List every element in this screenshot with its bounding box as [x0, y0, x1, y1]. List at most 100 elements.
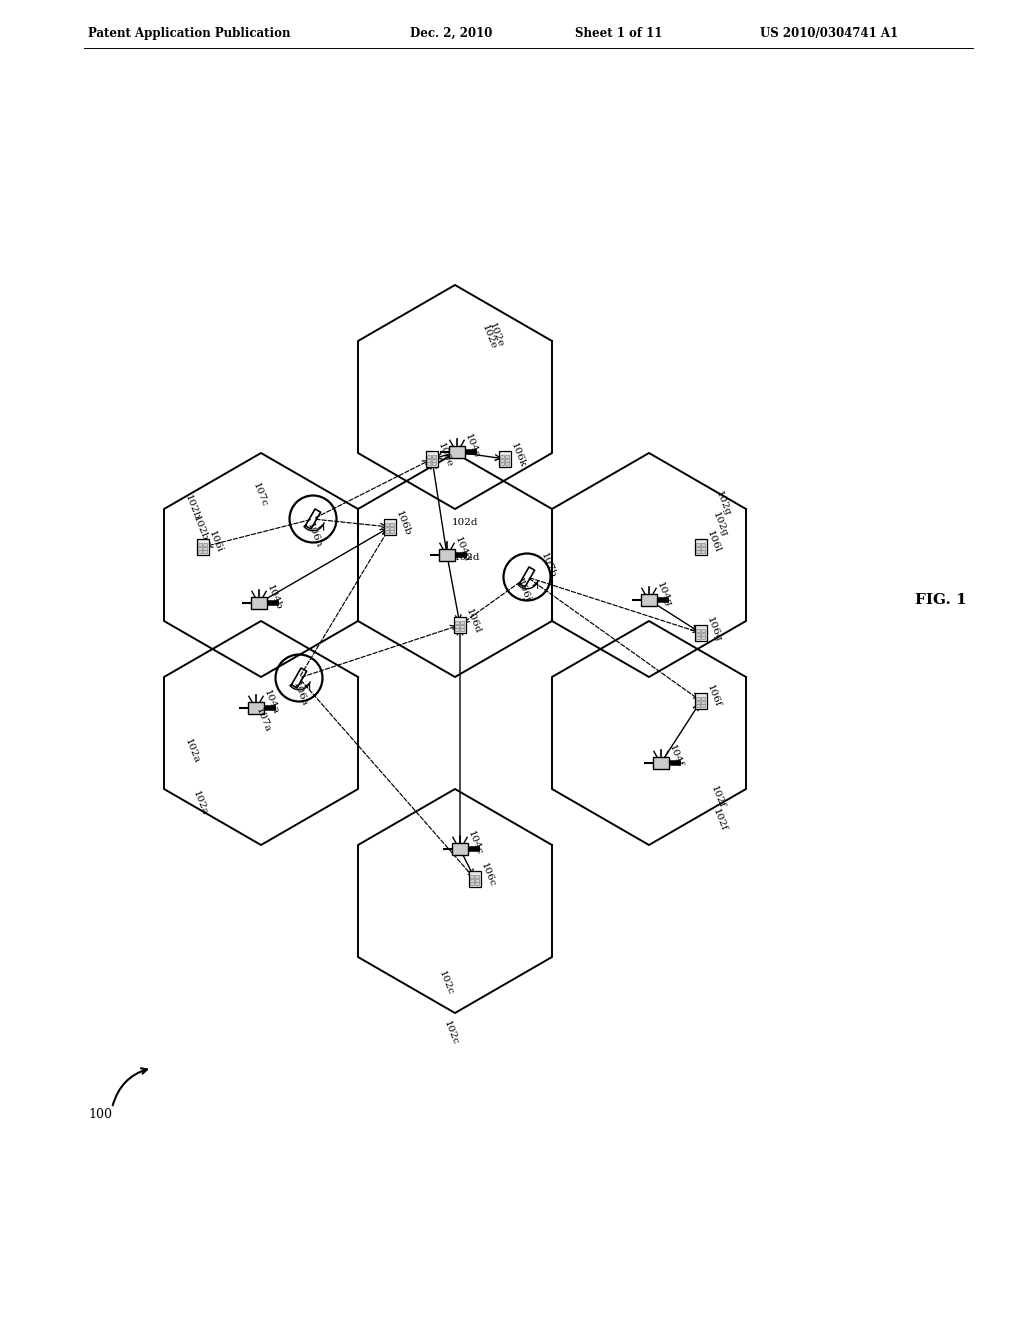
Bar [701, 550, 706, 553]
Text: 104d: 104d [453, 536, 471, 564]
Bar [198, 543, 202, 546]
Text: 102e: 102e [487, 322, 505, 348]
Text: 102f: 102f [709, 784, 726, 810]
Bar [432, 462, 436, 465]
Bar [475, 882, 479, 886]
Text: 106h: 106h [305, 521, 324, 549]
Bar [426, 451, 438, 467]
Text: 102g: 102g [714, 490, 732, 517]
Bar [500, 455, 504, 458]
Text: FIG. 1: FIG. 1 [915, 593, 967, 607]
Text: Patent Application Publication: Patent Application Publication [88, 26, 291, 40]
Bar [203, 546, 207, 549]
Bar [701, 543, 706, 546]
Bar [701, 697, 706, 700]
Bar [390, 527, 394, 529]
Bar [427, 455, 431, 458]
Bar [499, 451, 511, 467]
Bar [701, 701, 706, 704]
Bar [505, 462, 509, 465]
Bar [695, 632, 700, 635]
Bar [701, 636, 706, 639]
Bar [203, 550, 207, 553]
Bar [695, 624, 708, 642]
Bar [197, 539, 209, 556]
Bar [251, 597, 267, 609]
Bar [455, 624, 459, 627]
Text: 102a: 102a [183, 738, 201, 766]
Bar [455, 628, 459, 631]
Text: 102e: 102e [479, 323, 498, 351]
Bar [695, 701, 700, 704]
Bar [505, 458, 509, 462]
Text: 106d: 106d [464, 607, 482, 635]
Text: 102c: 102c [437, 970, 455, 997]
Bar [427, 462, 431, 465]
Text: 106f: 106f [705, 684, 722, 709]
Text: 106g: 106g [705, 615, 723, 644]
Text: 104b: 104b [265, 583, 284, 611]
Bar [475, 879, 479, 882]
Bar [390, 523, 394, 525]
Bar [438, 549, 456, 561]
Text: 100: 100 [88, 1109, 112, 1122]
Text: 102g: 102g [711, 511, 729, 539]
Bar [203, 543, 207, 546]
Bar [452, 843, 468, 855]
Bar [470, 879, 474, 882]
Bar [455, 620, 459, 624]
Text: 107a: 107a [254, 706, 272, 734]
Bar [449, 446, 466, 458]
Bar [652, 758, 670, 768]
Text: 104a: 104a [262, 689, 281, 717]
Bar [500, 462, 504, 465]
Bar [695, 546, 700, 549]
Bar [695, 636, 700, 639]
Bar [432, 455, 436, 458]
Text: 104g: 104g [655, 581, 673, 609]
Bar [500, 458, 504, 462]
Bar [384, 519, 396, 535]
Bar [695, 697, 700, 700]
Bar [701, 632, 706, 635]
Text: 107b: 107b [539, 552, 557, 579]
Text: 106b: 106b [394, 510, 413, 537]
Text: 102f: 102f [711, 808, 728, 833]
Bar [385, 531, 389, 533]
Bar [454, 616, 466, 634]
Bar [432, 458, 436, 462]
Bar [695, 543, 700, 546]
Bar [390, 531, 394, 533]
Text: 102d: 102d [452, 517, 478, 527]
Text: 106j: 106j [515, 578, 531, 603]
Text: US 2010/0304741 A1: US 2010/0304741 A1 [760, 26, 898, 40]
Text: 106c: 106c [479, 862, 497, 888]
Bar [198, 546, 202, 549]
Text: 102c: 102c [442, 1020, 460, 1047]
Bar [695, 539, 708, 556]
Text: 104f: 104f [667, 743, 684, 770]
Bar [505, 455, 509, 458]
Bar [695, 693, 708, 709]
Bar [460, 628, 464, 631]
Bar [460, 624, 464, 627]
Text: 102b: 102b [183, 494, 202, 521]
Bar [701, 704, 706, 708]
Bar [695, 550, 700, 553]
Text: 106l: 106l [705, 529, 722, 554]
Bar [695, 704, 700, 708]
Text: 102a: 102a [190, 789, 209, 817]
Bar [427, 458, 431, 462]
Text: 102d: 102d [454, 553, 480, 562]
Bar [701, 628, 706, 632]
Text: 104e: 104e [463, 433, 481, 461]
Bar [470, 875, 474, 878]
Bar [385, 523, 389, 525]
Text: 106a: 106a [291, 681, 309, 708]
Text: 107c: 107c [251, 482, 269, 508]
Text: 106k: 106k [509, 442, 527, 469]
Text: 102b: 102b [190, 515, 209, 543]
Bar [248, 702, 264, 714]
Bar [701, 546, 706, 549]
Bar [470, 882, 474, 886]
